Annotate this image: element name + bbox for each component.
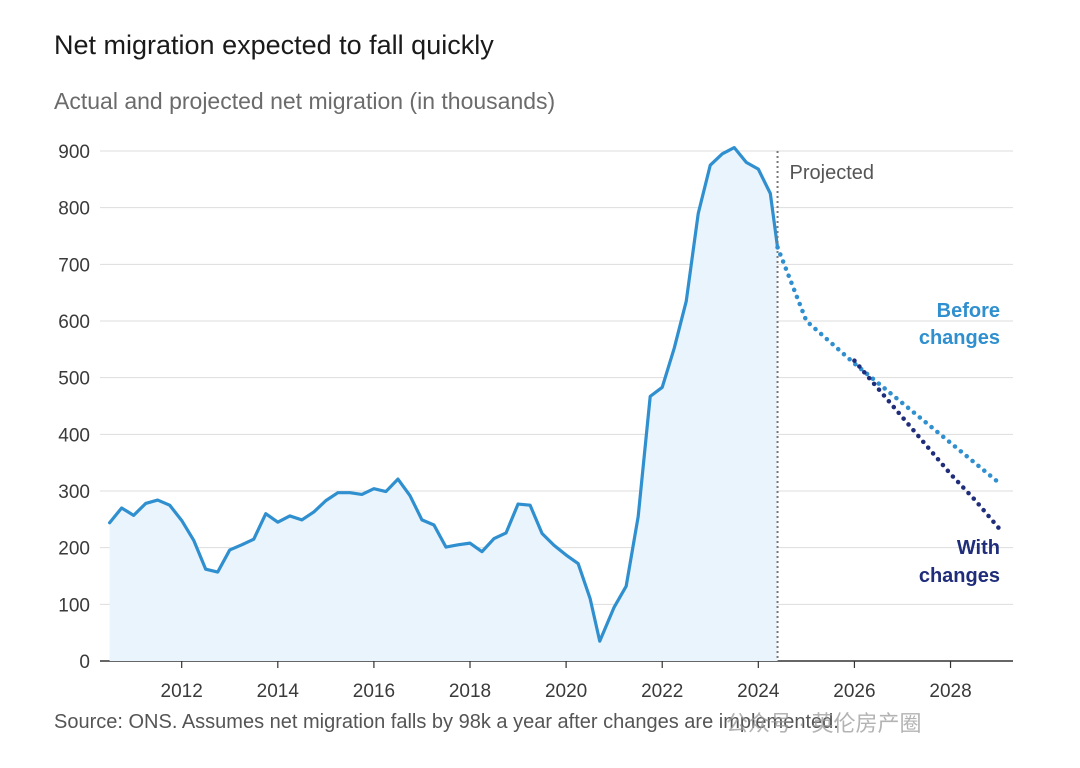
- y-tick-label: 300: [58, 482, 90, 503]
- x-tick-label: 2028: [929, 681, 971, 702]
- with-changes-label-line2: changes: [919, 565, 1000, 587]
- y-tick-label: 600: [58, 312, 90, 333]
- before-changes-label-line1: Before: [937, 300, 1000, 322]
- y-tick-label: 100: [58, 595, 90, 616]
- actual-area: [109, 147, 778, 662]
- x-tick-label: 2014: [257, 681, 300, 702]
- source-note: Source: ONS. Assumes net migration falls…: [54, 711, 839, 733]
- x-tick-label: 2026: [833, 681, 875, 702]
- chart-subtitle: Actual and projected net migration (in t…: [54, 88, 556, 114]
- y-tick-label: 700: [58, 255, 90, 276]
- x-tick-label: 2018: [449, 681, 491, 702]
- y-tick-label: 200: [58, 539, 90, 560]
- x-tick-label: 2016: [353, 681, 395, 702]
- projected-label: Projected: [790, 162, 875, 184]
- x-tick-label: 2020: [545, 681, 587, 702]
- x-tick-label: 2022: [641, 681, 683, 702]
- chart-title: Net migration expected to fall quickly: [54, 30, 494, 60]
- y-tick-label: 0: [79, 652, 90, 673]
- with-changes-label-line1: With: [957, 537, 1000, 559]
- watermark-text: 公众号 · 英伦房产圈: [726, 711, 922, 736]
- y-tick-label: 900: [58, 142, 90, 163]
- y-tick-label: 800: [58, 199, 90, 220]
- before-changes-label-line2: changes: [919, 327, 1000, 349]
- y-tick-label: 400: [58, 425, 90, 446]
- x-tick-label: 2012: [161, 681, 203, 702]
- y-tick-label: 500: [58, 369, 90, 390]
- before-changes-line: [775, 245, 1001, 485]
- x-tick-label: 2024: [737, 681, 780, 702]
- actual-line: [108, 146, 780, 643]
- with-changes-line: [852, 358, 1001, 531]
